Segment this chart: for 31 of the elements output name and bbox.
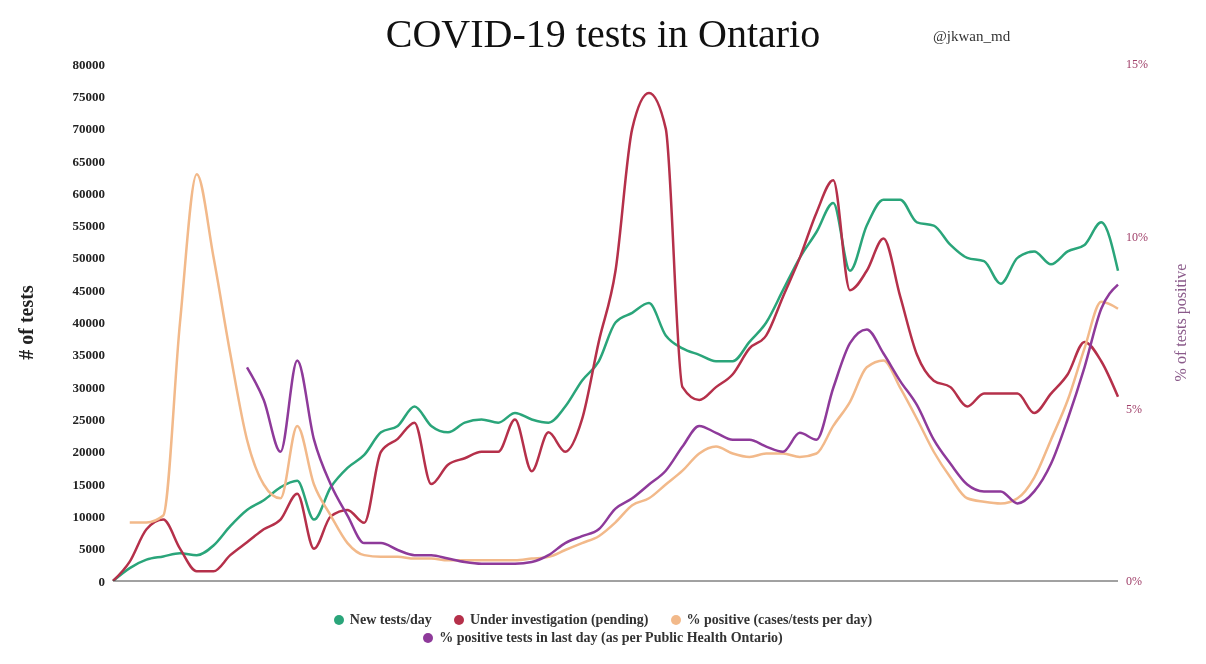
y-tick-label: 10000 — [72, 508, 105, 524]
legend-label: New tests/day — [349, 612, 432, 628]
y-tick-label: 15000 — [72, 476, 105, 492]
y-tick-label: 65000 — [72, 153, 105, 169]
y-axis-title: # of tests — [15, 285, 38, 360]
y-tick-label: 35000 — [72, 347, 105, 363]
y2-tick-label: 5% — [1126, 401, 1142, 416]
y-tick-label: 25000 — [72, 412, 105, 428]
y-tick-label: 70000 — [72, 121, 105, 137]
y2-tick-label: 15% — [1126, 57, 1148, 72]
text: @jkwan_md — [933, 28, 1011, 45]
y2-tick-label: 0% — [1126, 574, 1142, 589]
chart-title: COVID-19 tests in Ontario — [385, 11, 821, 56]
y-tick-label: 0 — [98, 573, 105, 589]
y-tick-label: 75000 — [72, 88, 105, 104]
y-tick-label: 45000 — [72, 282, 105, 298]
y-tick-label: 40000 — [72, 315, 105, 331]
line-series — [111, 91, 1120, 581]
legend-label: % positive tests in last day (as per Public Health Ontario) — [439, 630, 783, 646]
y-tick-label: 55000 — [72, 218, 105, 234]
y-tick-label: 80000 — [72, 56, 105, 72]
y-tick-label: 60000 — [72, 185, 105, 201]
y-tick-label: 20000 — [72, 444, 105, 460]
y2-axis-title: % of tests positive — [1171, 263, 1190, 382]
legend-label: Under investigation (pending) — [469, 612, 649, 628]
y-tick-label: 5000 — [79, 541, 105, 557]
line-series — [245, 283, 1120, 566]
y-tick-label: 30000 — [72, 379, 105, 395]
y-tick-label: 50000 — [72, 250, 105, 266]
legend-label: % positive (cases/tests per day) — [686, 612, 873, 628]
y2-tick-label: 10% — [1126, 229, 1148, 244]
